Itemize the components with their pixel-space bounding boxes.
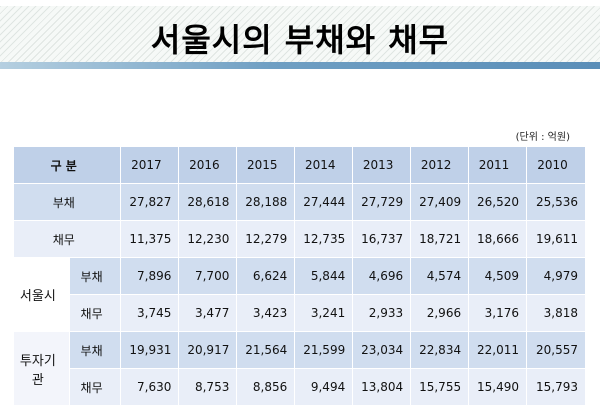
table-cell: 23,034 [352, 331, 412, 369]
row-label: 부채 [68, 331, 122, 369]
table-cell: 3,176 [468, 294, 528, 332]
table-row: 부채 27,827 28,618 28,188 27,444 27,729 27… [12, 183, 586, 221]
table-cell: 2,933 [352, 294, 412, 332]
table-cell: 7,630 [120, 368, 180, 406]
table-cell: 27,409 [410, 183, 470, 221]
year-header: 2015 [236, 146, 296, 184]
header-corner: 구 분 [12, 146, 122, 184]
table-cell: 2,966 [410, 294, 470, 332]
slide-title-band: 서울시의 부채와 채무 [0, 6, 600, 68]
row-label: 채무 [68, 294, 122, 332]
table-cell: 12,230 [178, 220, 238, 258]
table-cell: 20,917 [178, 331, 238, 369]
table-cell: 3,423 [236, 294, 296, 332]
table-cell: 22,834 [410, 331, 470, 369]
year-header: 2013 [352, 146, 412, 184]
table-cell: 3,745 [120, 294, 180, 332]
table-cell: 9,494 [294, 368, 354, 406]
table-cell: 22,011 [468, 331, 528, 369]
row-label: 채무 [68, 368, 122, 406]
row-label: 부채 [12, 183, 122, 221]
table-cell: 4,509 [468, 257, 528, 295]
table-cell: 3,477 [178, 294, 238, 332]
table-cell: 25,536 [526, 183, 586, 221]
table-cell: 7,896 [120, 257, 180, 295]
table-cell: 6,624 [236, 257, 296, 295]
table-cell: 21,564 [236, 331, 296, 369]
year-header: 2012 [410, 146, 470, 184]
table-row: 투자기관 부채 19,931 20,917 21,564 21,599 23,0… [13, 331, 586, 406]
header-row: 구 분 2017 2016 2015 2014 2013 2012 2011 2… [12, 146, 586, 184]
table-cell: 3,818 [526, 294, 586, 332]
table-cell: 28,188 [236, 183, 296, 221]
table-cell: 4,574 [410, 257, 470, 295]
table-cell: 5,844 [294, 257, 354, 295]
title-underline [0, 62, 600, 69]
table-row: 채무 11,375 12,230 12,279 12,735 16,737 18… [12, 220, 586, 258]
table-cell: 28,618 [178, 183, 238, 221]
year-header: 2014 [294, 146, 354, 184]
year-header: 2017 [120, 146, 180, 184]
table-row: 서울시 부채 7,896 7,700 6,624 5,844 4,696 4,5… [13, 257, 586, 332]
year-header: 2011 [468, 146, 528, 184]
row-label: 채무 [12, 220, 122, 258]
table-row: 채무 7,630 8,753 8,856 9,494 13,804 15,755… [14, 368, 586, 406]
table-cell: 20,557 [526, 331, 586, 369]
table-cell: 27,729 [352, 183, 412, 221]
table-cell: 15,755 [410, 368, 470, 406]
unit-note: (단위 : 억원) [515, 132, 570, 143]
table-cell: 4,979 [526, 257, 586, 295]
table-cell: 4,696 [352, 257, 412, 295]
table-cell: 27,827 [120, 183, 180, 221]
table-cell: 27,444 [294, 183, 354, 221]
table-cell: 8,753 [178, 368, 238, 406]
table-cell: 8,856 [236, 368, 296, 406]
table-cell: 7,700 [178, 257, 238, 295]
slide-title: 서울시의 부채와 채무 [150, 21, 450, 59]
year-header: 2010 [526, 146, 586, 184]
table-cell: 12,735 [294, 220, 354, 258]
table-cell: 16,737 [352, 220, 412, 258]
group-label: 투자기관 [13, 331, 70, 406]
table-cell: 18,721 [410, 220, 470, 258]
table-cell: 19,611 [526, 220, 586, 258]
table-cell: 3,241 [294, 294, 354, 332]
row-label: 부채 [68, 257, 122, 295]
table-cell: 18,666 [468, 220, 528, 258]
table-cell: 26,520 [468, 183, 528, 221]
table-row: 채무 3,745 3,477 3,423 3,241 2,933 2,966 3… [14, 294, 586, 332]
table-cell: 15,793 [526, 368, 586, 406]
table-cell: 12,279 [236, 220, 296, 258]
table-cell: 15,490 [468, 368, 528, 406]
year-header: 2016 [178, 146, 238, 184]
table-cell: 19,931 [120, 331, 180, 369]
debt-table: 구 분 2017 2016 2015 2014 2013 2012 2011 2… [12, 146, 586, 406]
table-cell: 13,804 [352, 368, 412, 406]
group-label: 서울시 [13, 257, 70, 332]
table-cell: 21,599 [294, 331, 354, 369]
table-cell: 11,375 [120, 220, 180, 258]
